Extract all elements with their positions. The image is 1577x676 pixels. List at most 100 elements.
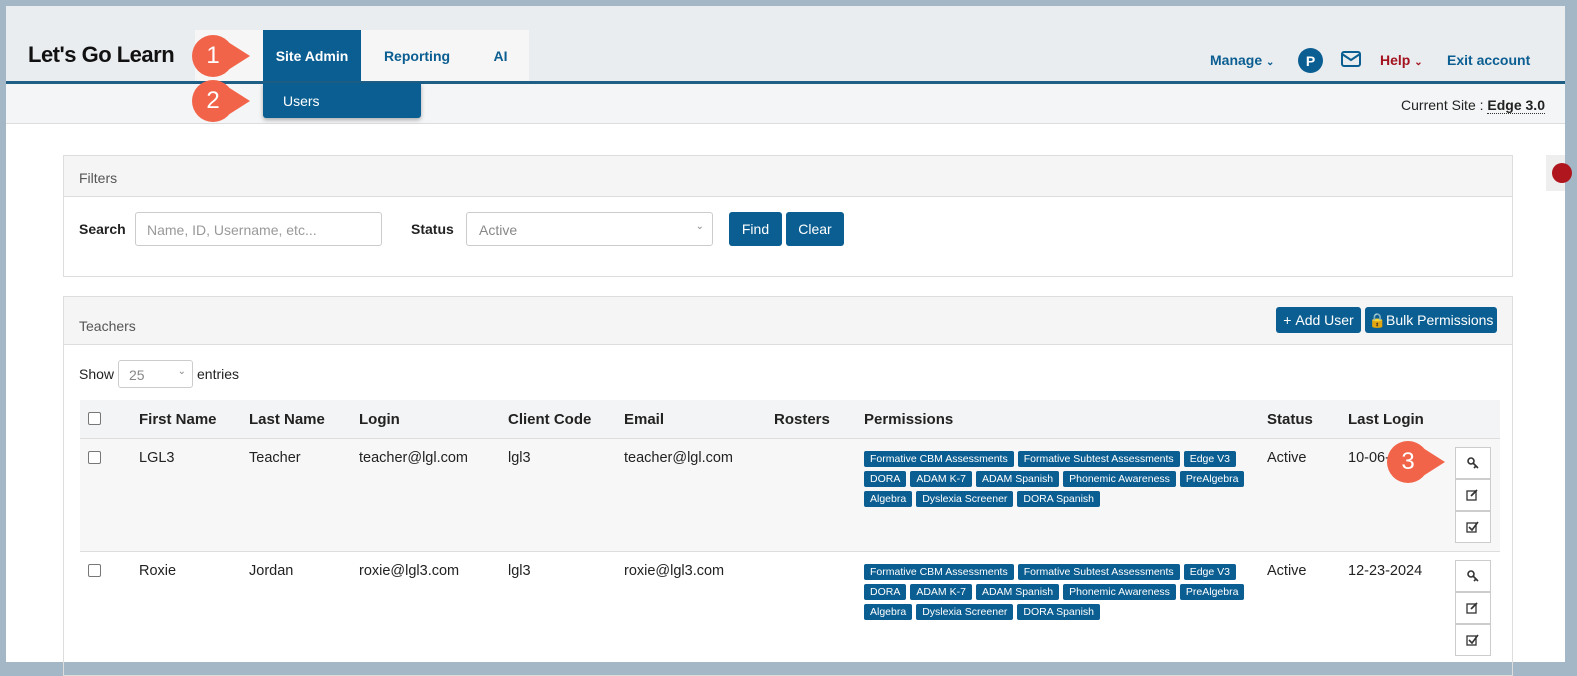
show-label: Show — [79, 366, 115, 382]
permission-badge: Formative CBM Assessments — [864, 564, 1014, 580]
cell: Teacher — [249, 450, 301, 466]
action-toggle[interactable] — [1455, 511, 1491, 543]
permission-badge: Algebra — [864, 491, 913, 507]
current-site-label: Current Site : — [1401, 97, 1484, 113]
cell: roxie@lgl3.com — [359, 563, 460, 579]
table-header — [80, 400, 1500, 439]
page-size-select[interactable]: 25 ⌄ — [118, 360, 193, 388]
manage-label: Manage — [1210, 52, 1263, 68]
column-header[interactable]: Status — [1267, 411, 1313, 428]
column-header[interactable]: Rosters — [774, 411, 830, 428]
row — [80, 438, 1500, 551]
bulk-permissions-label: Bulk Permissions — [1386, 312, 1494, 328]
status-value: Active — [479, 222, 518, 238]
permission-badge: DORA — [864, 584, 907, 600]
permission-badge: Algebra — [864, 604, 913, 620]
teachers-header — [64, 297, 1512, 345]
action-permissions[interactable] — [1455, 447, 1491, 479]
help-tab[interactable] — [1546, 155, 1572, 191]
nav-tab[interactable]: Reporting — [383, 47, 451, 64]
permission-badge: Formative CBM Assessments — [864, 451, 1014, 467]
add-user-button[interactable]: + Add User — [1276, 307, 1361, 333]
row-checkbox[interactable] — [88, 451, 101, 464]
annotation-pointer — [1423, 448, 1445, 476]
column-header[interactable]: Email — [624, 411, 665, 428]
permission-badge: DORA — [864, 471, 907, 487]
permission-badge: Formative Subtest Assessments — [1017, 564, 1180, 580]
cell: Jordan — [249, 563, 294, 579]
search-label: Search — [79, 221, 126, 237]
action-icon — [1467, 457, 1479, 469]
cell-last-login: 10-06- — [1348, 450, 1390, 466]
action-permissions[interactable] — [1455, 560, 1491, 592]
action-toggle[interactable] — [1455, 624, 1491, 656]
nav-tab[interactable]: Site Admin — [263, 30, 361, 81]
cell: Roxie — [139, 563, 177, 579]
permission-badge: Dyslexia Screener — [916, 491, 1014, 507]
logo[interactable]: Let's Go Learn — [28, 42, 175, 67]
page-size: 25 — [129, 367, 145, 383]
cell: roxie@lgl3.com — [624, 563, 725, 579]
bulk-permissions-button[interactable]: 🔒 Bulk Permissions — [1365, 307, 1497, 333]
permission-badge: Edge V3 — [1183, 564, 1236, 580]
cell: teacher@lgl.com — [359, 450, 469, 466]
cell: lgl3 — [508, 563, 531, 579]
permission-badge: PreAlgebra — [1179, 584, 1245, 600]
cell-status: Active — [1267, 563, 1307, 579]
filters-panel: Filters Search Name, ID, Username, etc..… — [63, 155, 1513, 277]
help-menu[interactable]: Help ⌄ — [1380, 52, 1423, 68]
filters-title: Filters — [79, 170, 118, 186]
help-tab-icon — [1552, 163, 1572, 183]
action-icon — [1466, 602, 1478, 614]
help-label: Help — [1380, 52, 1411, 68]
clear-button[interactable]: Clear — [786, 212, 844, 246]
permission-badge: DORA Spanish — [1017, 491, 1101, 507]
permission-badge: Formative Subtest Assessments — [1017, 451, 1180, 467]
select-all-checkbox[interactable] — [88, 412, 101, 425]
teachers-panel: Teachers + Add User 🔒 Bulk Permissions Sh… — [63, 296, 1513, 676]
annotation-badge: 3 — [1387, 441, 1429, 483]
column-header[interactable]: Permissions — [864, 411, 954, 428]
cell: teacher@lgl.com — [624, 450, 734, 466]
search-input[interactable]: Name, ID, Username, etc... — [135, 212, 382, 246]
column-header[interactable]: Client Code — [508, 411, 592, 428]
row-checkbox[interactable] — [88, 564, 101, 577]
permission-badge: PreAlgebra — [1179, 471, 1245, 487]
current-site: Current Site : Edge 3.0 — [1401, 97, 1545, 114]
permission-badge: ADAM Spanish — [975, 584, 1060, 600]
status-select[interactable]: Active ⌄ — [466, 212, 713, 246]
action-edit[interactable] — [1455, 592, 1491, 624]
permission-badge: Edge V3 — [1183, 451, 1236, 467]
column-header[interactable]: Last Name — [249, 411, 325, 428]
column-header[interactable]: Login — [359, 411, 400, 428]
avatar[interactable]: P — [1298, 48, 1323, 73]
current-site-value[interactable]: Edge 3.0 — [1487, 97, 1545, 114]
dropdown: Users — [263, 83, 421, 118]
annotation-badge: 1 — [192, 35, 234, 77]
action-icon — [1466, 489, 1478, 501]
annotation-badge: 2 — [192, 80, 234, 122]
column-header[interactable]: Last Login — [1348, 411, 1424, 428]
action-icon — [1466, 521, 1479, 533]
nav-tab[interactable]: AI — [493, 47, 508, 64]
entries-label: entries — [197, 366, 240, 382]
nav-bg — [195, 30, 529, 81]
permission-badge: Phonemic Awareness — [1063, 584, 1176, 600]
permission-badge: Dyslexia Screener — [916, 604, 1014, 620]
annotation-pointer — [228, 42, 250, 70]
cell: LGL3 — [139, 450, 175, 466]
action-edit[interactable] — [1455, 479, 1491, 511]
exit-account[interactable]: Exit account — [1447, 52, 1531, 68]
cell-last-login: 12-23-2024 — [1348, 563, 1423, 579]
status-label: Status — [411, 221, 454, 237]
mail-icon[interactable] — [1341, 51, 1361, 67]
permissions: Formative CBM Assessments Formative Subte… — [864, 564, 1256, 624]
add-user-label: Add User — [1295, 312, 1354, 328]
manage-menu[interactable]: Manage ⌄ — [1210, 52, 1275, 68]
column-header[interactable]: First Name — [139, 411, 217, 428]
annotation-pointer — [228, 87, 250, 115]
find-button[interactable]: Find — [729, 212, 782, 246]
permission-badge: ADAM Spanish — [975, 471, 1060, 487]
dropdown-item[interactable]: Users — [283, 93, 320, 109]
